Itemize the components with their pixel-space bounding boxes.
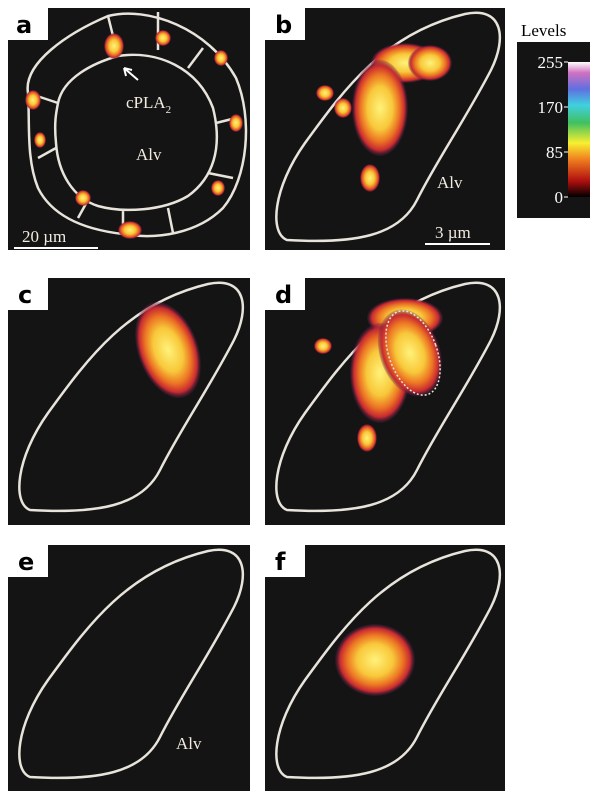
panel-b: Alv 3 µm b	[265, 8, 505, 250]
colorbar: Levels 255 170 85 0	[517, 8, 590, 218]
colorbar-title: Levels	[521, 21, 566, 40]
panel-a: cPLA2 Alv 20 µm a	[8, 8, 250, 250]
fluorescence	[335, 624, 415, 696]
colorbar-tick-label: 170	[538, 98, 564, 117]
colorbar-scale	[568, 62, 590, 197]
panel-c: c	[8, 278, 250, 525]
panel-bg	[8, 545, 250, 791]
figure: cPLA2 Alv 20 µm a Alv 3 µm b Levels 255 1…	[0, 0, 590, 791]
annotation: Alv	[437, 173, 463, 192]
panel-f: f	[265, 545, 505, 791]
panel-label: a	[16, 11, 32, 39]
panel-bg	[8, 278, 250, 525]
annotation: Alv	[136, 145, 162, 164]
panel-bg	[8, 8, 250, 250]
colorbar-tick-label: 0	[555, 188, 564, 207]
scale-bar-label: 3 µm	[435, 223, 471, 242]
panel-d: d	[265, 278, 505, 525]
colorbar-tick-label: 255	[538, 53, 564, 72]
panel-label: c	[18, 281, 32, 309]
panel-e: Alv e	[8, 545, 250, 791]
panel-label: d	[275, 281, 292, 309]
panel-label: f	[275, 548, 286, 576]
panel-label: b	[275, 11, 292, 39]
annotation: Alv	[176, 734, 202, 753]
panel-label: e	[18, 548, 34, 576]
scale-bar-label: 20 µm	[22, 227, 66, 246]
colorbar-tick-label: 85	[546, 143, 563, 162]
